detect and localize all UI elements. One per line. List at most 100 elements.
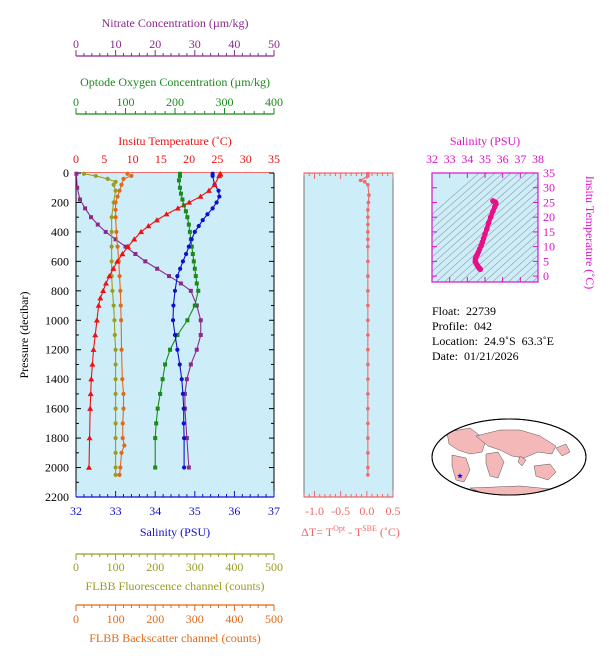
ts-isopycnal	[451, 205, 538, 282]
ts-y-tick-label: 35	[543, 166, 555, 180]
oxygen-point	[177, 173, 182, 178]
delta-tick-label: -0.5	[331, 504, 350, 518]
nitrate-tick-label: 30	[189, 37, 201, 51]
salinity-point	[180, 259, 186, 264]
backscatter-point	[114, 229, 119, 235]
ts-x-tick-label: 35	[479, 152, 491, 166]
backscatter-tick-label: 0	[73, 612, 79, 626]
backscatter-point	[121, 406, 126, 411]
nitrate-point	[123, 244, 128, 249]
temperature-point	[90, 346, 97, 352]
temperature-point	[100, 287, 107, 294]
ts-isopycnal	[491, 240, 538, 282]
nitrate-point	[155, 266, 160, 271]
ts-point	[482, 231, 488, 237]
map-landmass	[446, 427, 487, 455]
salinity-tick-label: 36	[228, 504, 240, 518]
delta-point	[366, 318, 370, 323]
nitrate-point	[113, 237, 118, 242]
backscatter-point	[120, 435, 125, 441]
temperature-point	[86, 435, 93, 441]
fluorescence-tick-label: 400	[225, 560, 243, 574]
fluorescence-point	[109, 229, 114, 235]
temperature-point	[87, 405, 94, 411]
ts-y-tick-label: 25	[543, 195, 555, 209]
profile-row: Profile: 042	[432, 319, 554, 334]
ts-isopycnal	[552, 153, 609, 286]
nitrate-point	[198, 318, 203, 323]
map-outline	[431, 418, 587, 496]
delta-axis-title: ΔT= TOpt - TSBE (˚C)	[301, 524, 400, 539]
delta-point	[366, 244, 370, 249]
backscatter-point	[113, 207, 118, 212]
oxygen-axis-title: Optode Oxygen Concentration (µm/kg)	[80, 75, 270, 89]
ts-point	[483, 226, 490, 232]
temperature-point	[125, 243, 132, 249]
delta-point	[366, 274, 370, 278]
temperature-tick-label: 0	[73, 152, 79, 166]
location-label: Location:	[432, 334, 478, 348]
salinity-point	[180, 391, 186, 397]
temperature-point	[174, 205, 181, 211]
delta-background	[303, 172, 394, 498]
pressure-tick-label: 600	[51, 254, 69, 268]
delta-t-panel: -1.0 -0.5 0.0 0.5 ΔT= TOpt - TSBE (˚C)	[301, 171, 401, 539]
ts-y-tick-label: 0	[543, 269, 549, 283]
pressure-tick-label: 200	[51, 195, 69, 209]
ts-isopycnal	[432, 173, 520, 251]
temperature-point	[145, 223, 152, 229]
oxygen-tick-label: 300	[216, 95, 234, 109]
delta-title-part: (˚C)	[377, 525, 400, 539]
bottom-axes: 32 33 34 35 36 37 Salinity (PSU) 0 100 200 300 400 5…	[70, 491, 283, 645]
ts-point	[490, 208, 496, 215]
temperature-point	[153, 217, 160, 223]
ts-y-tick-label: 10	[543, 240, 555, 254]
fluorescence-axis-title: FLBB Fluorescence channel (counts)	[86, 579, 265, 593]
fluorescence-point	[109, 215, 114, 220]
backscatter-point	[118, 465, 123, 470]
temperature-series	[86, 170, 224, 470]
oxygen-tick-label: 400	[265, 95, 283, 109]
nitrate-point	[95, 222, 100, 227]
fluorescence-series	[81, 171, 118, 478]
oxygen-point	[192, 266, 197, 271]
ts-isopycnal	[432, 173, 504, 237]
profile-label: Profile:	[432, 319, 468, 333]
nitrate-point	[184, 377, 189, 382]
temperature-tick-label: 30	[240, 152, 252, 166]
date-row: Date: 01/21/2026	[432, 349, 554, 364]
salinity-point	[182, 465, 187, 470]
ts-isopycnal	[432, 173, 480, 215]
nitrate-tick-label: 40	[228, 37, 240, 51]
fluorescence-point	[113, 391, 118, 397]
delta-point	[366, 230, 370, 234]
main-profile-panel: 0 200 400 600 800 1000 1200 1400 1600 1800 2000 220…	[17, 166, 275, 504]
oxygen-point	[154, 421, 159, 426]
salinity-point	[186, 244, 191, 249]
nitrate-point	[103, 229, 108, 234]
world-map	[431, 418, 587, 496]
fluorescence-point	[113, 421, 118, 426]
nitrate-point	[188, 362, 193, 367]
temperature-point	[88, 376, 95, 382]
backscatter-point	[119, 450, 124, 455]
oxygen-point	[175, 333, 180, 337]
ts-x-tick-label: 33	[444, 152, 456, 166]
fluorescence-tick-label: 500	[265, 560, 283, 574]
pressure-tick-label: 800	[51, 284, 69, 298]
temperature-tick-label: 20	[183, 152, 195, 166]
fluorescence-point	[113, 188, 118, 193]
temperature-point	[92, 332, 99, 338]
delta-point	[366, 436, 370, 440]
salinity-point	[181, 406, 186, 411]
date-label: Date:	[432, 349, 458, 363]
pressure-tick-label: 1400	[45, 372, 69, 386]
oxygen-point	[153, 465, 158, 470]
fluorescence-point	[105, 176, 110, 181]
salinity-series	[170, 171, 222, 470]
nitrate-point	[133, 252, 138, 256]
fluorescence-point	[112, 318, 117, 323]
delta-tick-label: 0.0	[359, 504, 374, 518]
